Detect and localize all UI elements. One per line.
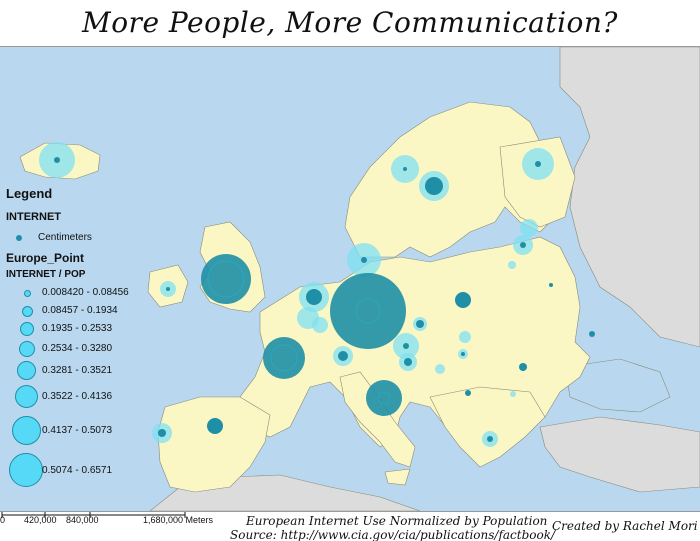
legend-layer-europe-point: Europe_Point: [6, 251, 85, 265]
legend-class-8: 0.5074 - 0.6571: [6, 453, 176, 487]
symbol-serbia: [465, 390, 471, 396]
scale-bar: 0 420,000 840,000 1,680,000 Meters: [0, 512, 230, 540]
legend-class-6: 0.3522 - 0.4136: [6, 385, 176, 408]
legend-class-4: 0.2534 - 0.3280: [6, 340, 176, 358]
class-5-circle-icon: [17, 361, 36, 380]
legend-item-centimeters: Centimeters: [6, 229, 176, 247]
iberia-land: [157, 396, 271, 493]
symbol-ukraine: [589, 331, 595, 337]
class-4-label: 0.2534 - 0.3280: [42, 343, 113, 354]
map-frame: [0, 46, 700, 512]
symbol-iceland: [39, 142, 75, 178]
centimeter-dot-icon: [16, 235, 22, 241]
legend-item-label: Centimeters: [38, 232, 92, 243]
symbol-hungary: [458, 349, 468, 359]
symbol-luxembourg: [312, 317, 328, 333]
class-1-circle-icon: [24, 290, 31, 297]
symbol-belarus: [549, 283, 553, 287]
map-source: Source: http://www.cia.gov/cia/publicati…: [230, 528, 556, 541]
legend-class-7: 0.4137 - 0.5073: [6, 416, 176, 445]
country-symbols: [39, 142, 595, 447]
legend-layer-internet: INTERNET: [6, 211, 61, 223]
class-3-label: 0.1935 - 0.2533: [42, 323, 113, 334]
legend-classes: 0.008420 - 0.08456 0.08457 - 0.1934 0.19…: [6, 284, 176, 494]
class-5-label: 0.3281 - 0.3521: [42, 365, 113, 376]
scale-bar-graphic: [1, 512, 186, 518]
class-8-circle-icon: [9, 453, 43, 487]
class-2-label: 0.08457 - 0.1934: [42, 305, 118, 316]
symbol-denmark: [347, 243, 381, 277]
sicily-land: [384, 468, 411, 486]
symbol-italy: [366, 380, 402, 416]
legend-class-1: 0.008420 - 0.08456: [6, 284, 176, 302]
class-2-circle-icon: [22, 306, 33, 317]
scale-label-420000: 420,000: [24, 515, 57, 525]
legend-title: Legend: [6, 186, 53, 201]
class-1-label: 0.008420 - 0.08456: [42, 287, 129, 298]
class-6-label: 0.3522 - 0.4136: [42, 391, 113, 402]
symbol-czech: [413, 317, 427, 331]
map-legend: Legend INTERNET Centimeters Europe_Point…: [6, 186, 176, 494]
class-7-label: 0.4137 - 0.5073: [42, 425, 113, 436]
finland-baltic-land: [499, 136, 576, 228]
scale-label-1680000: 1,680,000 Meters: [143, 515, 214, 525]
legend-field: INTERNET / POP: [6, 269, 86, 280]
symbol-slovakia: [459, 331, 471, 343]
scale-label-0: 0: [0, 515, 6, 525]
symbol-uk: [201, 254, 251, 304]
symbol-estonia: [520, 219, 538, 237]
symbol-netherlands: [299, 282, 329, 312]
symbol-latvia: [513, 235, 533, 255]
symbol-croatia: [435, 364, 445, 374]
class-7-circle-icon: [12, 416, 41, 445]
symbol-poland: [455, 292, 471, 308]
symbol-switzerland: [333, 346, 353, 366]
scale-label-840000: 840,000: [66, 515, 99, 525]
class-3-circle-icon: [20, 322, 34, 336]
balkans-land: [429, 386, 546, 468]
map-description: European Internet Use Normalized by Popu…: [246, 514, 548, 528]
symbol-germany: [330, 273, 406, 349]
symbol-ireland: [160, 281, 176, 297]
other-land: [149, 47, 700, 511]
symbol-slovenia: [399, 353, 417, 371]
russia-east-land: [559, 47, 700, 348]
class-4-circle-icon: [19, 341, 35, 357]
symbol-bulgaria: [510, 391, 516, 397]
italy-land: [339, 371, 416, 468]
legend-class-2: 0.08457 - 0.1934: [6, 302, 176, 320]
symbol-spain: [207, 418, 223, 434]
map-title: More People, More Communication?: [82, 6, 618, 39]
symbol-norway: [391, 155, 419, 183]
class-6-circle-icon: [15, 385, 38, 408]
legend-class-3: 0.1935 - 0.2533: [6, 320, 176, 338]
symbol-sweden: [419, 171, 449, 201]
black-sea: [564, 358, 671, 413]
symbol-portugal: [152, 423, 172, 443]
symbol-austria: [393, 333, 419, 359]
europe-map: [19, 47, 700, 511]
legend-class-5: 0.3281 - 0.3521: [6, 361, 176, 380]
symbol-greece: [482, 431, 498, 447]
symbol-france: [263, 337, 305, 379]
symbol-romania: [519, 363, 527, 371]
symbol-finland: [522, 148, 554, 180]
class-8-label: 0.5074 - 0.6571: [42, 465, 113, 476]
turkey-land: [539, 416, 700, 493]
symbol-lithuania: [508, 261, 516, 269]
map-credit: Created by Rachel Mori: [552, 519, 698, 533]
